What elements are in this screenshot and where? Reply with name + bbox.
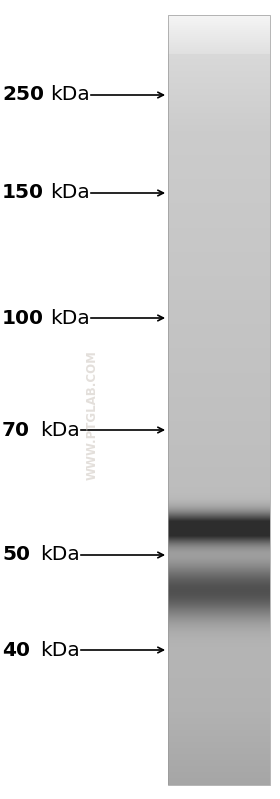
- Text: 50: 50: [2, 546, 30, 565]
- Text: 150: 150: [2, 184, 44, 202]
- Text: kDa: kDa: [40, 546, 80, 565]
- Text: kDa: kDa: [50, 85, 90, 105]
- Text: 70: 70: [2, 420, 30, 439]
- Text: kDa: kDa: [40, 641, 80, 659]
- Text: WWW.PTGLAB.COM: WWW.PTGLAB.COM: [86, 351, 99, 480]
- Text: kDa: kDa: [40, 420, 80, 439]
- Text: 40: 40: [2, 641, 30, 659]
- Text: kDa: kDa: [50, 184, 90, 202]
- Text: kDa: kDa: [50, 308, 90, 328]
- Text: 250: 250: [2, 85, 44, 105]
- Text: 100: 100: [2, 308, 44, 328]
- Bar: [168, 15, 270, 785]
